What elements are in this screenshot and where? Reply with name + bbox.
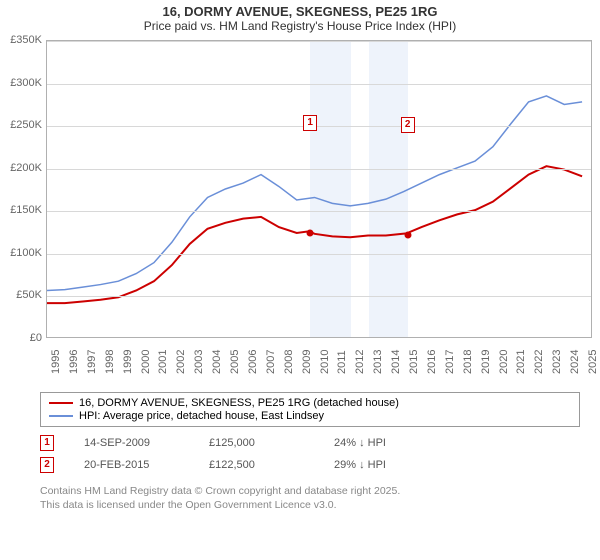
x-axis-label: 2006 bbox=[247, 350, 259, 374]
marker-box: 2 bbox=[401, 117, 415, 133]
x-axis-label: 2022 bbox=[533, 350, 545, 374]
x-axis-label: 1998 bbox=[104, 350, 116, 374]
chart-header: 16, DORMY AVENUE, SKEGNESS, PE25 1RG Pri… bbox=[0, 0, 600, 35]
transaction-delta: 29% ↓ HPI bbox=[334, 459, 459, 471]
x-axis-label: 2024 bbox=[569, 350, 581, 374]
x-axis-label: 2014 bbox=[390, 350, 402, 374]
transaction-delta: 24% ↓ HPI bbox=[334, 437, 459, 449]
chart-svg bbox=[47, 41, 591, 337]
x-axis-label: 2018 bbox=[462, 350, 474, 374]
gridline bbox=[47, 84, 591, 85]
x-axis-label: 2021 bbox=[515, 350, 527, 374]
legend-label: HPI: Average price, detached house, East… bbox=[79, 410, 324, 422]
x-axis-label: 2025 bbox=[587, 350, 599, 374]
y-axis-label: £300K bbox=[10, 77, 42, 89]
legend-swatch bbox=[49, 415, 73, 417]
x-axis-label: 2002 bbox=[175, 350, 187, 374]
gridline bbox=[47, 126, 591, 127]
transaction-date: 20-FEB-2015 bbox=[84, 459, 209, 471]
legend-label: 16, DORMY AVENUE, SKEGNESS, PE25 1RG (de… bbox=[79, 397, 399, 409]
x-axis-label: 2023 bbox=[551, 350, 563, 374]
marker-box: 1 bbox=[303, 115, 317, 131]
x-axis-label: 2012 bbox=[354, 350, 366, 374]
transaction-price: £122,500 bbox=[209, 459, 334, 471]
y-axis-label: £0 bbox=[30, 332, 42, 344]
transaction-marker: 2 bbox=[40, 457, 54, 473]
x-axis-label: 2016 bbox=[426, 350, 438, 374]
y-axis-label: £100K bbox=[10, 247, 42, 259]
x-axis-label: 2015 bbox=[408, 350, 420, 374]
chart-title: 16, DORMY AVENUE, SKEGNESS, PE25 1RG bbox=[0, 4, 600, 19]
x-axis-label: 2007 bbox=[265, 350, 277, 374]
x-axis-label: 2009 bbox=[301, 350, 313, 374]
y-axis-label: £150K bbox=[10, 204, 42, 216]
transaction-row: 2 20-FEB-2015£122,50029% ↓ HPI bbox=[40, 454, 459, 476]
x-axis-label: 2020 bbox=[498, 350, 510, 374]
chart-plot-area: 12 bbox=[46, 40, 592, 338]
legend-row: 16, DORMY AVENUE, SKEGNESS, PE25 1RG (de… bbox=[49, 397, 571, 409]
x-axis-label: 2019 bbox=[480, 350, 492, 374]
transactions-table: 1 14-SEP-2009£125,00024% ↓ HPI 2 20-FEB-201… bbox=[40, 432, 459, 476]
transaction-marker: 1 bbox=[40, 435, 54, 451]
y-axis-label: £250K bbox=[10, 119, 42, 131]
x-axis-label: 2010 bbox=[319, 350, 331, 374]
series-price_paid bbox=[47, 166, 582, 303]
marker-dot bbox=[307, 229, 314, 236]
y-axis-label: £350K bbox=[10, 34, 42, 46]
footer-attribution: Contains HM Land Registry data © Crown c… bbox=[40, 484, 400, 512]
x-axis-label: 2004 bbox=[211, 350, 223, 374]
y-axis-label: £50K bbox=[16, 289, 42, 301]
legend-row: HPI: Average price, detached house, East… bbox=[49, 410, 571, 422]
gridline bbox=[47, 254, 591, 255]
transaction-price: £125,000 bbox=[209, 437, 334, 449]
footer-line2: This data is licensed under the Open Gov… bbox=[40, 498, 400, 512]
legend-swatch bbox=[49, 402, 73, 404]
x-axis-label: 2011 bbox=[336, 350, 348, 374]
x-axis-label: 2013 bbox=[372, 350, 384, 374]
x-axis-label: 1999 bbox=[122, 350, 134, 374]
x-axis-label: 1997 bbox=[86, 350, 98, 374]
x-axis-label: 2000 bbox=[140, 350, 152, 374]
legend: 16, DORMY AVENUE, SKEGNESS, PE25 1RG (de… bbox=[40, 392, 580, 427]
gridline bbox=[47, 211, 591, 212]
x-axis-label: 1995 bbox=[50, 350, 62, 374]
transaction-row: 1 14-SEP-2009£125,00024% ↓ HPI bbox=[40, 432, 459, 454]
gridline bbox=[47, 296, 591, 297]
transaction-date: 14-SEP-2009 bbox=[84, 437, 209, 449]
x-axis-label: 2001 bbox=[157, 350, 169, 374]
chart-subtitle: Price paid vs. HM Land Registry's House … bbox=[0, 19, 600, 33]
x-axis-label: 2017 bbox=[444, 350, 456, 374]
gridline bbox=[47, 169, 591, 170]
marker-dot bbox=[404, 231, 411, 238]
gridline bbox=[47, 41, 591, 42]
y-axis-label: £200K bbox=[10, 162, 42, 174]
x-axis-label: 2005 bbox=[229, 350, 241, 374]
x-axis-label: 2003 bbox=[193, 350, 205, 374]
x-axis-label: 1996 bbox=[68, 350, 80, 374]
footer-line1: Contains HM Land Registry data © Crown c… bbox=[40, 484, 400, 498]
x-axis-label: 2008 bbox=[283, 350, 295, 374]
